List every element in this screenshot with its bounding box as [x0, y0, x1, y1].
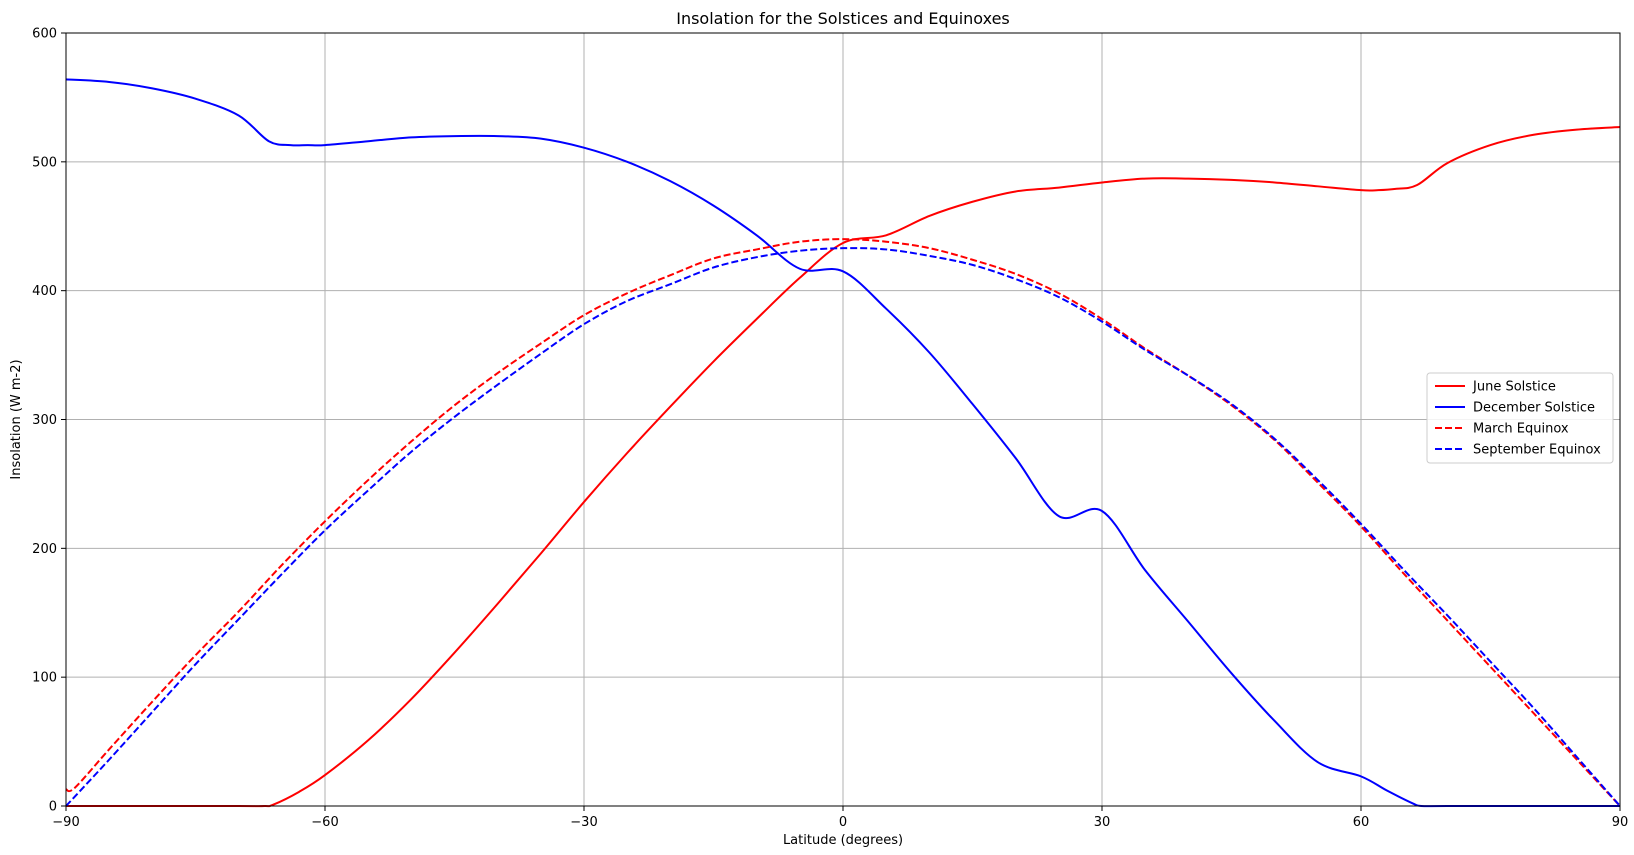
series-group: [65, 78, 1621, 808]
y-tick-label: 0: [49, 800, 57, 815]
y-axis-title: Insolation (W m-2): [9, 359, 24, 479]
chart-title: Insolation for the Solstices and Equinox…: [676, 9, 1010, 28]
legend-label-september-equinox: September Equinox: [1473, 443, 1601, 458]
y-tick-label: 400: [32, 284, 57, 299]
legend-box: [1426, 372, 1614, 464]
x-tick-label: −90: [52, 815, 79, 830]
x-tick-label: 60: [1353, 815, 1370, 830]
x-axis-title: Latitude (degrees): [783, 833, 903, 848]
x-tick-label: 90: [1612, 815, 1629, 830]
december-solstice-line: [65, 78, 1620, 808]
y-tick-label: 500: [32, 155, 57, 170]
y-tick-label: 600: [32, 27, 57, 42]
legend-label-march-equinox: March Equinox: [1473, 422, 1569, 437]
june-solstice-line: [66, 126, 1621, 808]
legend-label-june-solstice: June Solstice: [1472, 380, 1556, 395]
legend: June Solstice December Solstice March Equi…: [1426, 372, 1614, 464]
y-tick-label: 100: [32, 671, 57, 686]
september-equinox-line: [65, 247, 1621, 807]
march-equinox-line: [65, 238, 1621, 807]
y-tick-label: 300: [32, 413, 57, 428]
axis-ticks: −90 −60 −30 0 30 60 90 0 100 200 300 400 500 600: [32, 27, 1628, 831]
x-tick-label: 30: [1094, 815, 1111, 830]
y-tick-label: 200: [32, 542, 57, 557]
x-tick-label: 0: [839, 815, 847, 830]
x-tick-label: −60: [311, 815, 338, 830]
x-tick-label: −30: [570, 815, 597, 830]
legend-label-december-solstice: December Solstice: [1473, 401, 1595, 416]
